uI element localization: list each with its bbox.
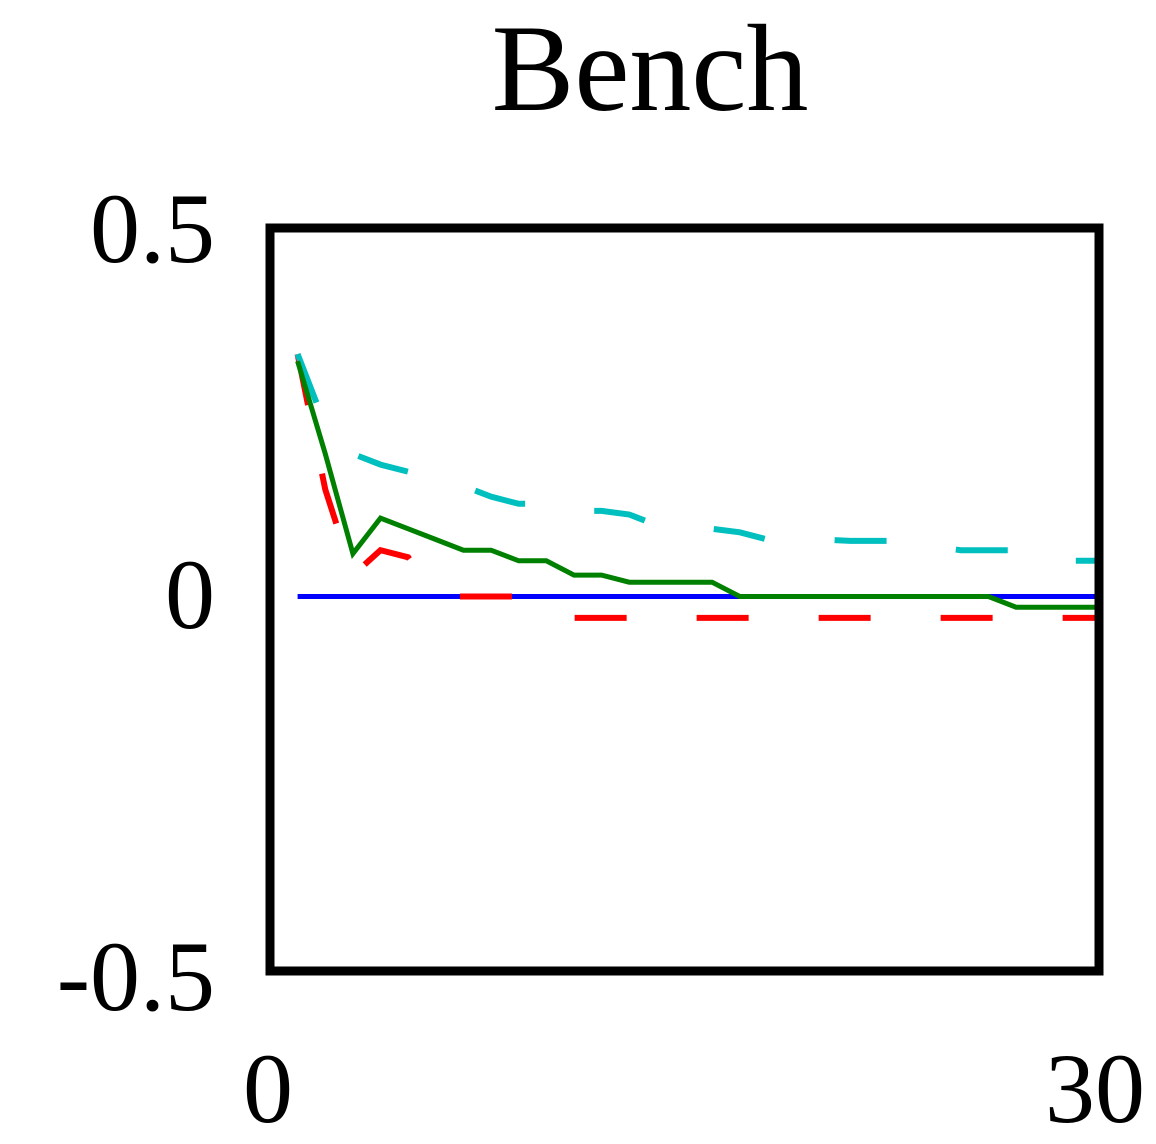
chart-title: Bench xyxy=(492,0,809,137)
tick-layer: 0.5 0 -0.5 0 30 xyxy=(57,173,1145,1144)
series-line-3 xyxy=(294,353,1099,564)
x-tick-label: 30 xyxy=(1045,1033,1145,1144)
y-tick-label: 0.5 xyxy=(90,173,215,284)
series-layer xyxy=(294,353,1099,621)
series-line-4 xyxy=(295,360,1099,610)
plot-frame xyxy=(265,223,1104,976)
y-tick-label: -0.5 xyxy=(57,921,215,1032)
series-line-2 xyxy=(294,353,1099,621)
y-tick-label: 0 xyxy=(165,539,215,650)
x-tick-label: 0 xyxy=(243,1033,293,1144)
